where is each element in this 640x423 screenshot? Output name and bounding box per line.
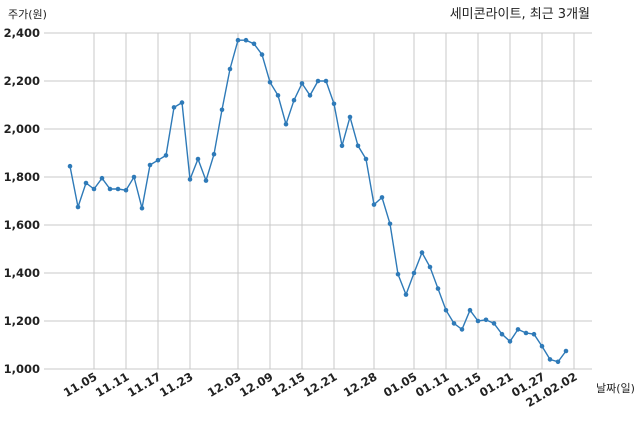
- data-point: [235, 37, 241, 43]
- data-point: [99, 175, 105, 181]
- data-point: [267, 79, 273, 85]
- data-point: [419, 250, 425, 255]
- data-point: [555, 359, 561, 365]
- data-point: [291, 97, 297, 103]
- x-tick-label: 12.15: [269, 369, 308, 399]
- series-layer: [67, 37, 569, 365]
- data-point: [443, 307, 449, 313]
- data-point: [379, 195, 385, 200]
- x-tick-label: 11.11: [93, 369, 132, 399]
- data-point: [163, 153, 169, 158]
- y-tick-label: 2,000: [4, 122, 40, 136]
- y-tick-label: 1,200: [4, 314, 40, 328]
- data-point: [499, 331, 505, 337]
- data-point: [547, 357, 553, 362]
- data-point: [539, 343, 545, 349]
- data-point: [307, 93, 313, 98]
- data-point: [259, 52, 265, 57]
- data-point: [251, 41, 257, 47]
- x-tick-label: 12.03: [205, 369, 244, 399]
- data-point: [275, 93, 281, 98]
- data-point: [411, 270, 417, 276]
- data-point: [123, 187, 129, 193]
- data-point: [563, 348, 569, 354]
- data-point: [115, 186, 121, 192]
- data-point: [323, 78, 329, 84]
- data-point: [435, 286, 441, 291]
- x-tick-label: 11.05: [61, 369, 100, 399]
- data-point: [395, 271, 401, 277]
- data-point: [171, 105, 177, 110]
- data-point: [131, 174, 137, 180]
- data-point: [107, 186, 113, 192]
- data-point: [219, 107, 225, 113]
- x-tick-label: 12.09: [237, 369, 276, 399]
- data-point: [515, 327, 521, 332]
- data-point: [339, 143, 345, 149]
- data-point: [243, 37, 249, 43]
- data-point: [91, 186, 97, 192]
- data-point: [371, 202, 377, 207]
- data-point: [227, 66, 233, 72]
- y-tick-label: 1,600: [4, 218, 40, 232]
- data-point: [195, 156, 201, 162]
- data-point: [475, 318, 481, 324]
- data-point: [155, 157, 161, 163]
- y-tick-label: 1,400: [4, 266, 40, 280]
- y-tick-label: 1,800: [4, 170, 40, 184]
- data-point: [147, 162, 153, 168]
- x-tick-label: 01.11: [413, 369, 452, 399]
- data-point: [211, 151, 217, 157]
- x-tick-label: 01.15: [445, 369, 484, 399]
- data-point: [203, 178, 209, 183]
- data-point: [139, 205, 145, 211]
- x-tick-label: 01.05: [381, 369, 420, 399]
- data-point: [531, 331, 537, 337]
- data-point: [347, 114, 353, 120]
- data-point: [299, 81, 305, 86]
- chart-title: 세미콘라이트, 최근 3개월: [450, 7, 590, 22]
- grid-layer: [44, 32, 592, 370]
- data-point: [331, 101, 337, 107]
- x-tick-label: 12.28: [341, 369, 380, 399]
- data-point: [83, 180, 89, 186]
- data-point: [283, 121, 289, 127]
- x-tick-label: 01.21: [477, 369, 516, 399]
- data-point: [507, 339, 513, 344]
- data-point: [355, 143, 361, 149]
- data-point: [523, 330, 529, 336]
- data-point: [75, 204, 81, 210]
- data-point: [403, 292, 409, 297]
- axis-layer: 1,000 1,200 1,400 1,600 1,800 2,000 2,200 2,400…: [4, 26, 580, 410]
- x-axis-label: 날짜(일): [596, 381, 635, 395]
- data-point: [67, 163, 73, 169]
- data-point: [387, 221, 393, 227]
- x-tick-label: 12.21: [301, 369, 340, 399]
- y-axis-label: 주가(원): [8, 8, 47, 21]
- data-point: [363, 156, 369, 162]
- data-point: [459, 327, 465, 332]
- price-line: [69, 39, 567, 363]
- x-tick-label: 11.23: [157, 369, 196, 399]
- x-tick-label: 11.17: [125, 369, 164, 399]
- y-tick-label: 2,400: [4, 26, 40, 40]
- data-point: [315, 78, 321, 84]
- y-tick-label: 2,200: [4, 74, 40, 88]
- data-point: [179, 100, 185, 105]
- data-point: [427, 264, 433, 270]
- y-tick-label: 1,000: [4, 362, 40, 376]
- data-point: [483, 317, 489, 323]
- data-point: [467, 307, 473, 313]
- data-point: [451, 321, 457, 326]
- data-point: [187, 177, 193, 182]
- data-point: [491, 321, 497, 326]
